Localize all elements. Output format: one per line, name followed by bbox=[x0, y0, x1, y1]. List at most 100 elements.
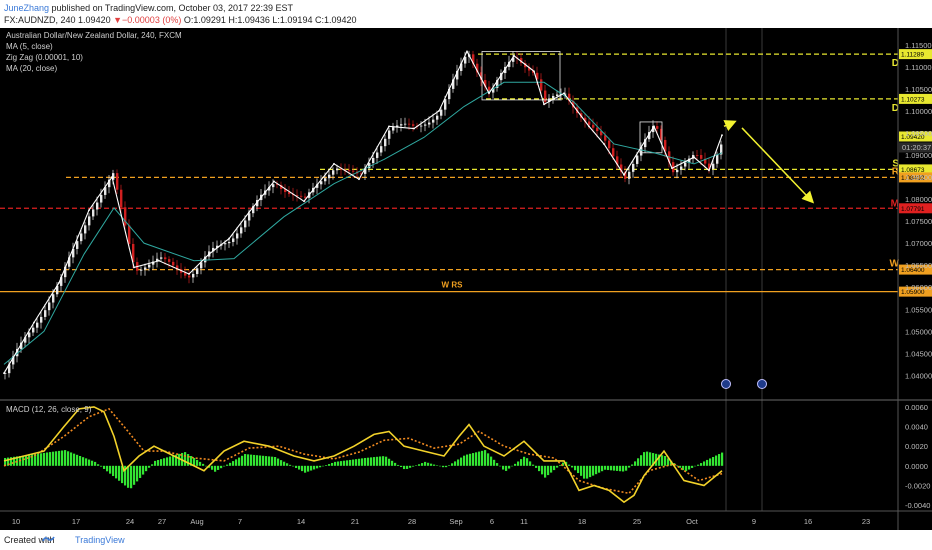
macd-histogram-bar bbox=[646, 451, 649, 466]
macd-histogram-bar bbox=[133, 465, 136, 485]
level-annotation: R bbox=[892, 166, 900, 177]
macd-histogram-bar bbox=[700, 463, 703, 466]
chart-canvas[interactable]: 1.11289D1.10273D1.08673S1.08492R1.07791M… bbox=[0, 28, 932, 530]
time-tick-label: 7 bbox=[238, 517, 242, 526]
macd-histogram-bar bbox=[310, 465, 313, 471]
macd-histogram-bar bbox=[502, 465, 505, 470]
macd-histogram-bar bbox=[385, 456, 388, 466]
legend-zigzag[interactable]: Zig Zag (0.00001, 10) bbox=[6, 53, 83, 62]
candle-body bbox=[240, 227, 243, 234]
macd-histogram-bar bbox=[715, 455, 718, 466]
macd-histogram-bar bbox=[184, 452, 187, 466]
macd-histogram-bar bbox=[415, 465, 418, 466]
candle-body bbox=[712, 163, 715, 169]
macd-tick-label: 0.0000 bbox=[905, 462, 928, 471]
candle-body bbox=[200, 262, 203, 269]
macd-histogram-bar bbox=[442, 465, 445, 468]
candle-body bbox=[456, 70, 459, 80]
macd-histogram-bar bbox=[334, 461, 337, 466]
candle-body bbox=[44, 310, 47, 317]
macd-panel bbox=[3, 406, 724, 504]
macd-histogram-bar bbox=[28, 454, 31, 466]
candle-body bbox=[404, 123, 407, 125]
zigzag-point bbox=[33, 321, 35, 324]
macd-histogram-bar bbox=[7, 457, 10, 466]
macd-histogram-bar bbox=[325, 465, 328, 466]
macd-histogram-bar bbox=[451, 463, 454, 466]
legend-ma20[interactable]: MA (20, close) bbox=[6, 64, 57, 73]
macd-histogram-bar bbox=[397, 464, 400, 466]
candle-body bbox=[8, 364, 11, 374]
price-tick-label: 1.04000 bbox=[905, 371, 932, 380]
candle-body bbox=[544, 90, 547, 102]
macd-histogram-bar bbox=[49, 452, 52, 466]
candle-body bbox=[480, 72, 483, 81]
macd-histogram-bar bbox=[703, 461, 706, 466]
candle-body bbox=[164, 257, 167, 260]
time-axis[interactable]: 10 17 24 27 Aug 7 14 21 28 Sep 6 11 18 25 Oct 9 16 23 bbox=[12, 517, 870, 526]
macd-histogram-bar bbox=[631, 464, 634, 466]
legend-macd[interactable]: MACD (12, 26, close, 9) bbox=[6, 405, 92, 414]
macd-histogram-bar bbox=[337, 461, 340, 466]
candle-body bbox=[192, 273, 195, 278]
macd-histogram-bar bbox=[46, 452, 49, 466]
candle-body bbox=[20, 342, 23, 349]
level-price-tag-label: 1.10273 bbox=[901, 96, 925, 103]
candle-body bbox=[448, 88, 451, 100]
candle-body bbox=[304, 196, 307, 198]
macd-histogram-bar bbox=[100, 465, 103, 467]
price-tick-label: 1.04500 bbox=[905, 349, 932, 358]
macd-histogram-bar bbox=[505, 465, 508, 471]
macd-histogram-bar bbox=[382, 456, 385, 466]
zigzag-point bbox=[513, 54, 515, 57]
candle-body bbox=[708, 163, 711, 169]
macd-axis[interactable]: 0.0060 0.0040 0.0020 0.0000 -0.0020 -0.0040 bbox=[905, 403, 930, 510]
macd-histogram-bar bbox=[712, 456, 715, 466]
macd-histogram-bar bbox=[661, 455, 664, 466]
candle-body bbox=[584, 117, 587, 122]
level-annotation: W RS bbox=[442, 281, 464, 290]
price-tick-label: 1.10000 bbox=[905, 107, 932, 116]
macd-histogram-bar bbox=[526, 458, 529, 466]
event-icon[interactable] bbox=[721, 379, 731, 389]
macd-histogram-bar bbox=[55, 451, 58, 466]
last-price-tag bbox=[899, 131, 932, 142]
macd-histogram-bar bbox=[4, 457, 7, 466]
candle-body bbox=[36, 322, 39, 328]
publish-header: JuneZhang published on TradingView.com, … bbox=[0, 0, 932, 28]
price-change: −0.00003 (0%) bbox=[122, 15, 182, 25]
macd-histogram-bar bbox=[178, 453, 181, 466]
candle-body bbox=[536, 72, 539, 80]
candle-body bbox=[196, 268, 199, 274]
zigzag-point bbox=[563, 92, 565, 95]
zigzag-point bbox=[708, 169, 710, 172]
macd-tick-label: 0.0020 bbox=[905, 442, 928, 451]
author-link[interactable]: JuneZhang bbox=[4, 3, 50, 13]
time-tick-label: 28 bbox=[408, 517, 416, 526]
time-tick-label: 21 bbox=[351, 517, 359, 526]
macd-histogram-bar bbox=[697, 464, 700, 466]
macd-histogram-bar bbox=[454, 461, 457, 466]
level-price-tag-label: 1.11289 bbox=[901, 52, 924, 59]
macd-histogram-bar bbox=[634, 461, 637, 466]
macd-histogram-bar bbox=[508, 465, 511, 469]
macd-histogram-bar bbox=[172, 455, 175, 466]
macd-tick-label: 0.0060 bbox=[905, 403, 928, 412]
down-arrow-icon: ▼ bbox=[113, 15, 123, 25]
candle-body bbox=[424, 124, 427, 126]
event-icon[interactable] bbox=[757, 379, 767, 389]
candle-body bbox=[48, 302, 51, 311]
zigzag-point bbox=[653, 125, 655, 128]
macd-histogram-bar bbox=[139, 465, 142, 478]
candle-body bbox=[232, 238, 235, 242]
candle-body bbox=[216, 245, 219, 248]
legend-ma5[interactable]: MA (5, close) bbox=[6, 42, 53, 51]
macd-histogram-bar bbox=[244, 454, 247, 466]
candle-body bbox=[28, 332, 31, 338]
candle-body bbox=[596, 127, 599, 132]
macd-histogram-bar bbox=[121, 465, 124, 484]
candle-body bbox=[632, 163, 635, 172]
zigzag-point bbox=[466, 50, 468, 53]
tradingview-link[interactable]: TradingView bbox=[75, 535, 125, 545]
price-axis[interactable]: 1.11500 1.11000 1.10500 1.10000 1.09500 1.090… bbox=[905, 41, 932, 381]
